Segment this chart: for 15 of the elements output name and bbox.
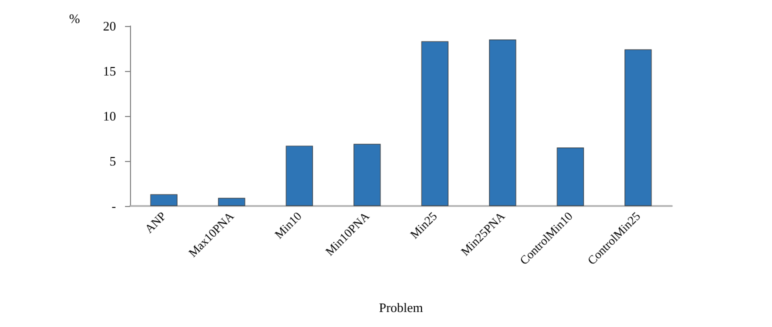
y-tick-label: 10 — [103, 108, 116, 124]
x-axis-title: Problem — [378, 300, 424, 315]
bar — [354, 144, 381, 206]
bar — [624, 49, 652, 206]
y-axis-title: % — [69, 11, 80, 26]
bar — [150, 194, 178, 206]
y-tick-label: 15 — [103, 64, 116, 78]
bar — [556, 148, 584, 206]
bar — [218, 198, 246, 206]
y-tick-label: 5 — [110, 154, 116, 168]
y-tick-label: 20 — [103, 18, 116, 34]
bar — [489, 40, 516, 206]
bar — [421, 41, 448, 206]
bar — [286, 146, 313, 206]
y-tick-label: - — [112, 198, 116, 214]
